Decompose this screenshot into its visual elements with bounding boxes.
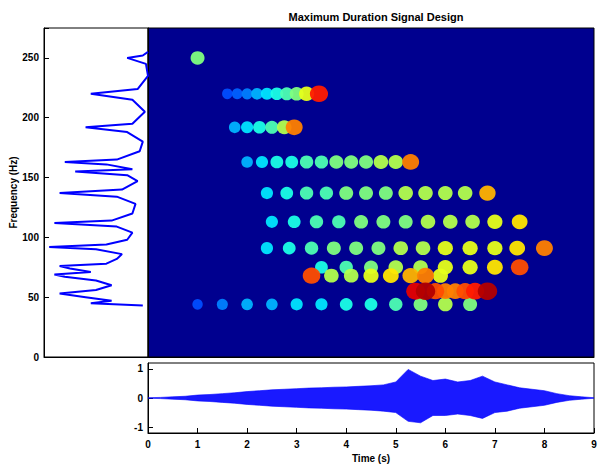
svg-text:150: 150 <box>22 172 39 183</box>
svg-text:7: 7 <box>492 439 498 450</box>
svg-text:1: 1 <box>195 439 201 450</box>
svg-text:0: 0 <box>137 393 143 404</box>
svg-text:9: 9 <box>591 439 597 450</box>
svg-text:Frequency (Hz): Frequency (Hz) <box>8 156 19 228</box>
svg-text:3: 3 <box>294 439 300 450</box>
svg-text:0: 0 <box>145 439 151 450</box>
svg-text:100: 100 <box>22 232 39 243</box>
svg-text:4: 4 <box>343 439 349 450</box>
svg-text:Maximum Duration Signal Design: Maximum Duration Signal Design <box>289 11 464 23</box>
svg-text:6: 6 <box>443 439 449 450</box>
svg-text:200: 200 <box>22 112 39 123</box>
svg-text:Time (s): Time (s) <box>352 453 390 464</box>
svg-text:-1: -1 <box>134 422 143 433</box>
svg-text:50: 50 <box>28 292 40 303</box>
svg-text:1: 1 <box>137 363 143 374</box>
svg-text:2: 2 <box>244 439 250 450</box>
svg-text:8: 8 <box>542 439 548 450</box>
svg-text:5: 5 <box>393 439 399 450</box>
svg-text:0: 0 <box>33 352 39 363</box>
svg-text:250: 250 <box>22 52 39 63</box>
